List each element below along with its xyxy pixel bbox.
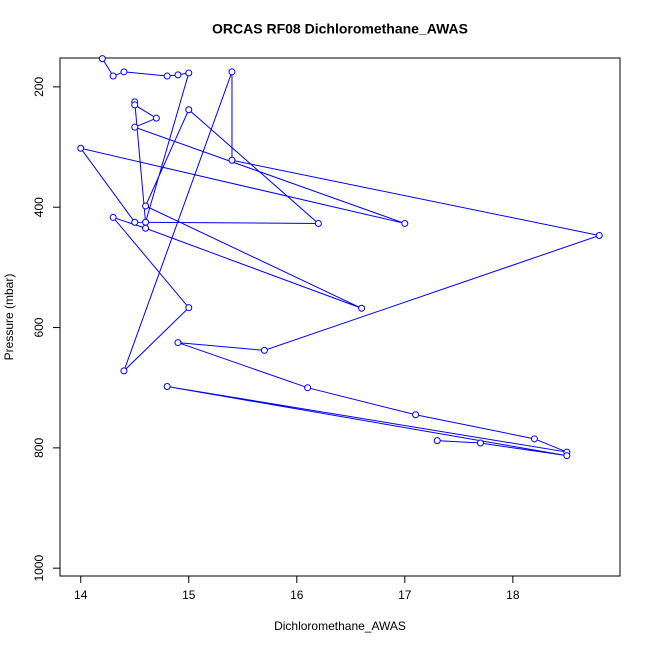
point [109, 213, 117, 221]
point [163, 72, 171, 80]
point [131, 123, 139, 131]
point [120, 68, 128, 76]
x-tick-label: 14 [74, 588, 88, 602]
point [476, 439, 484, 447]
plot-frame [59, 57, 621, 577]
y-axis-label: Pressure (mbar) [2, 274, 16, 361]
point [228, 156, 236, 164]
point [412, 411, 420, 419]
point [530, 435, 538, 443]
x-tick-label: 16 [290, 588, 304, 602]
chart-title: ORCAS RF08 Dichloromethane_AWAS [212, 21, 468, 37]
x-tick-label: 17 [398, 588, 412, 602]
point [304, 384, 312, 392]
x-axis-label: Dichloromethane_AWAS [274, 619, 406, 633]
point [185, 69, 193, 77]
point [595, 231, 603, 239]
point [109, 72, 117, 80]
y-tick-label: 1000 [32, 555, 46, 582]
y-tick-label: 200 [32, 77, 46, 97]
y-tick-label: 600 [32, 317, 46, 337]
point [98, 55, 106, 63]
point [142, 202, 150, 210]
point [163, 382, 171, 390]
point [228, 68, 236, 76]
point [174, 339, 182, 347]
point [314, 219, 322, 227]
x-tick-label: 18 [506, 588, 520, 602]
y-tick-label: 400 [32, 197, 46, 217]
point [120, 367, 128, 375]
point [131, 218, 139, 226]
x-tick-label: 15 [182, 588, 196, 602]
point [260, 346, 268, 354]
point [563, 452, 571, 460]
point [185, 106, 193, 114]
point [142, 218, 150, 226]
point [401, 219, 409, 227]
point [174, 71, 182, 79]
point [433, 437, 441, 445]
point [152, 114, 160, 122]
point [185, 304, 193, 312]
point [142, 224, 150, 232]
point [77, 144, 85, 152]
point [358, 304, 366, 312]
y-tick-label: 800 [32, 438, 46, 458]
point [131, 101, 139, 109]
